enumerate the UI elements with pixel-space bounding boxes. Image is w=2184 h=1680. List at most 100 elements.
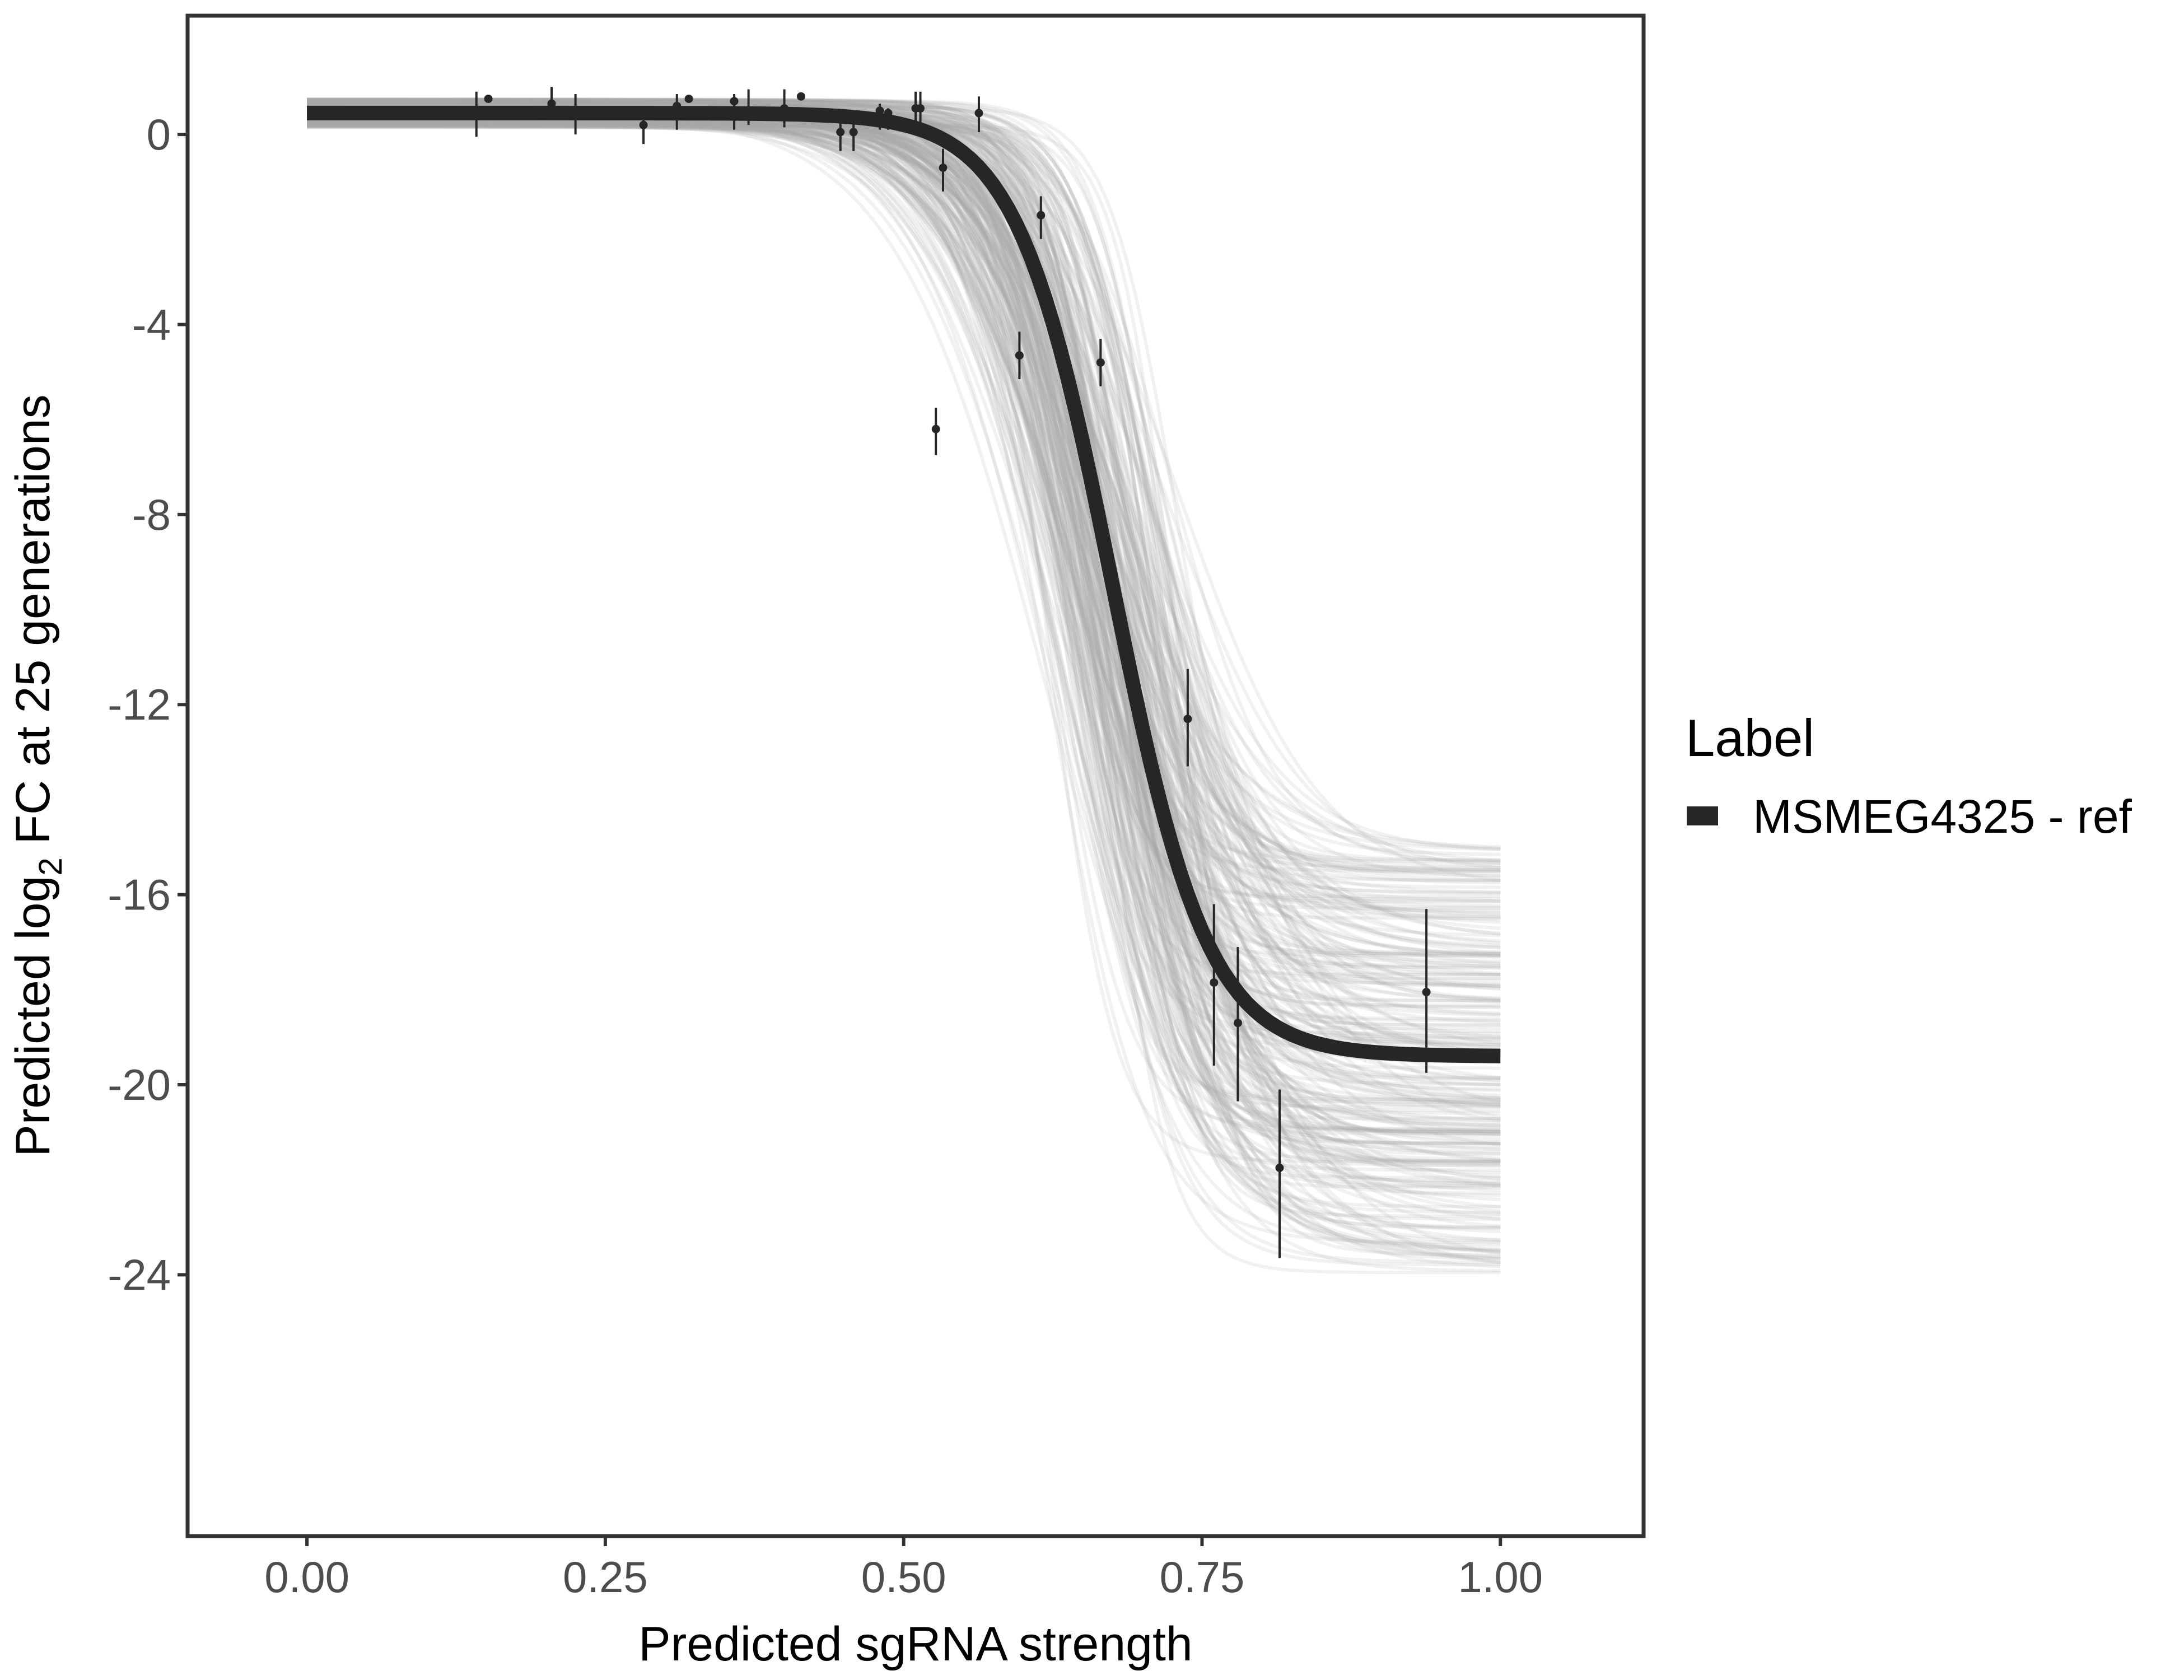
data-point-group <box>1015 332 1024 380</box>
posterior-draw-line <box>307 99 1501 1039</box>
data-point-group <box>684 94 693 103</box>
posterior-draw-line <box>307 100 1501 956</box>
posterior-draw-line <box>307 102 1501 1038</box>
x-tick-label: 0.50 <box>861 1552 946 1602</box>
posterior-draw-line <box>307 124 1501 958</box>
posterior-draw-line <box>307 100 1501 875</box>
posterior-draw-line <box>307 119 1501 948</box>
data-point <box>1275 1163 1284 1172</box>
posterior-draw-line <box>307 98 1501 1179</box>
data-point <box>1210 978 1219 987</box>
data-point-group <box>730 94 739 130</box>
data-point-group <box>1210 904 1219 1066</box>
posterior-draw-line <box>307 119 1501 1267</box>
y-axis-title-suffix: FC at 25 generations <box>6 394 60 857</box>
y-tick-label: -16 <box>108 870 171 920</box>
data-point <box>931 424 940 433</box>
data-point-group <box>875 103 884 130</box>
posterior-draw-line <box>307 98 1501 1242</box>
data-point-group <box>547 87 556 120</box>
legend-swatch <box>1687 806 1718 825</box>
posterior-draw-line <box>307 121 1501 1132</box>
x-axis-title: Predicted sgRNA strength <box>638 1617 1193 1671</box>
posterior-draw-line <box>307 125 1501 1087</box>
posterior-draw-line <box>307 125 1501 1058</box>
posterior-draw-line <box>307 121 1501 1229</box>
data-point-group <box>1275 1089 1284 1258</box>
posterior-draw-line <box>307 102 1501 965</box>
posterior-draw-line <box>307 100 1501 970</box>
plot-frame <box>185 13 1646 1538</box>
posterior-draw-line <box>307 99 1501 1257</box>
posterior-draw-line <box>307 99 1501 987</box>
data-point <box>836 128 845 137</box>
posterior-draw-line <box>307 97 1501 895</box>
x-tick-label: 0.25 <box>563 1552 648 1602</box>
posterior-draw-line <box>307 104 1501 1167</box>
posterior-draw-line <box>307 120 1501 1234</box>
posterior-draw-line <box>307 124 1501 1146</box>
posterior-draw-line <box>307 102 1501 1134</box>
posterior-draw-line <box>307 124 1501 1049</box>
posterior-draw-line <box>307 121 1501 1054</box>
data-point-group <box>849 118 858 151</box>
posterior-draw-line <box>307 101 1501 862</box>
posterior-draw-line <box>307 124 1501 1100</box>
posterior-draw-line <box>307 99 1501 1197</box>
posterior-draw-line <box>307 97 1501 1145</box>
posterior-draw-line <box>307 98 1501 1003</box>
data-point-group <box>484 94 493 103</box>
posterior-draw-line <box>307 97 1501 1123</box>
posterior-draw-line <box>307 101 1501 916</box>
posterior-draw-line <box>307 99 1501 1058</box>
data-point-group <box>1183 669 1192 767</box>
posterior-draw-line <box>307 98 1501 1151</box>
posterior-draw-line <box>307 99 1501 909</box>
posterior-draw-line <box>307 103 1501 903</box>
posterior-draw-line <box>307 97 1501 1163</box>
posterior-draw-line <box>307 124 1501 1192</box>
data-points <box>472 87 1431 1258</box>
fit-curve-layer <box>307 105 1501 1063</box>
posterior-draw-line <box>307 97 1501 1136</box>
posterior-draw-line <box>307 101 1501 1163</box>
data-point <box>1233 1019 1242 1028</box>
y-tick-label: -24 <box>108 1250 171 1299</box>
x-tick-label: 0.00 <box>264 1552 349 1602</box>
x-tick-label: 0.75 <box>1160 1552 1245 1602</box>
data-point-group <box>744 89 753 125</box>
y-tick-label: -8 <box>132 490 171 539</box>
data-point-group <box>472 91 481 137</box>
data-point <box>673 101 682 110</box>
data-point <box>849 128 858 137</box>
posterior-draw-line <box>307 100 1501 1121</box>
posterior-draw-line <box>307 99 1501 1146</box>
posterior-draw-line <box>307 120 1501 1127</box>
posterior-draw-line <box>307 104 1501 1216</box>
data-point-group <box>780 89 789 128</box>
posterior-draw-line <box>307 99 1501 851</box>
data-point <box>1422 988 1431 997</box>
x-axis: 0.00 0.25 0.50 0.75 1.00 <box>264 1536 1543 1602</box>
posterior-draw-line <box>307 100 1501 878</box>
y-tick-label: -12 <box>108 680 171 729</box>
posterior-draw-line <box>307 119 1501 1273</box>
data-point <box>730 97 739 106</box>
posterior-draw-line <box>307 122 1501 958</box>
posterior-draw-line <box>307 120 1501 871</box>
data-point-group <box>571 94 580 135</box>
data-point <box>1096 358 1105 367</box>
posterior-draw-line <box>307 119 1501 1052</box>
data-point <box>484 94 493 103</box>
fit-curve <box>307 105 1501 1063</box>
posterior-draw-line <box>307 120 1501 889</box>
y-axis-title-prefix: Predicted log <box>6 876 60 1157</box>
posterior-draw-line <box>307 120 1501 1098</box>
data-point-group <box>916 91 925 128</box>
posterior-draw-line <box>307 120 1501 1209</box>
legend: Label MSMEG4325 - ref <box>1686 708 2132 843</box>
posterior-draw-line <box>307 103 1501 921</box>
posterior-draw-line <box>307 122 1501 850</box>
data-point-group <box>836 113 845 151</box>
